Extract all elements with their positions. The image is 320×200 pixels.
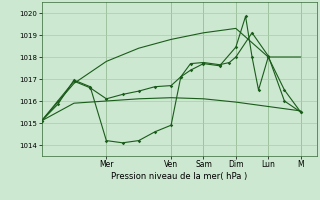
X-axis label: Pression niveau de la mer( hPa ): Pression niveau de la mer( hPa ) — [111, 172, 247, 181]
